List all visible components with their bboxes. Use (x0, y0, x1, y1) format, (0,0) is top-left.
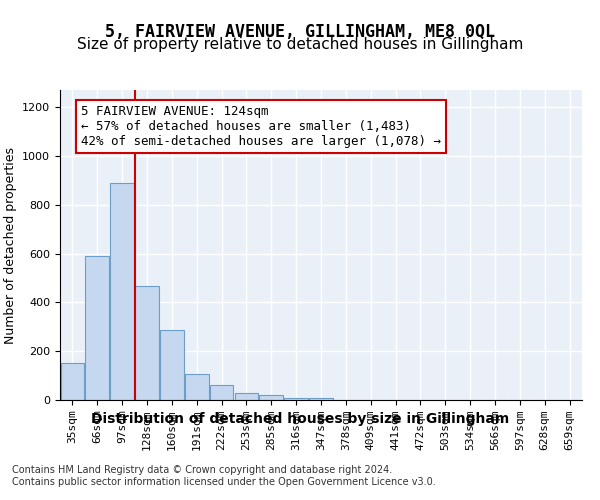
Bar (259, 395, 283, 400)
Bar (135, 286, 159, 400)
Bar (110, 183, 134, 400)
Text: 5 FAIRVIEW AVENUE: 124sqm
← 57% of detached houses are smaller (1,483)
42% of se: 5 FAIRVIEW AVENUE: 124sqm ← 57% of detac… (81, 106, 441, 148)
Text: Contains HM Land Registry data © Crown copyright and database right 2024.
Contai: Contains HM Land Registry data © Crown c… (12, 465, 436, 486)
Text: Size of property relative to detached houses in Gillingham: Size of property relative to detached ho… (77, 38, 523, 52)
Bar (309, 398, 333, 400)
Bar (185, 374, 209, 400)
Text: Distribution of detached houses by size in Gillingham: Distribution of detached houses by size … (91, 412, 509, 426)
Bar (210, 386, 233, 400)
Bar (235, 392, 258, 400)
Text: 5, FAIRVIEW AVENUE, GILLINGHAM, ME8 0QL: 5, FAIRVIEW AVENUE, GILLINGHAM, ME8 0QL (105, 22, 495, 40)
Bar (85, 256, 109, 400)
Bar (160, 330, 184, 400)
Bar (61, 364, 84, 400)
Bar (284, 398, 308, 400)
Y-axis label: Number of detached properties: Number of detached properties (4, 146, 17, 344)
